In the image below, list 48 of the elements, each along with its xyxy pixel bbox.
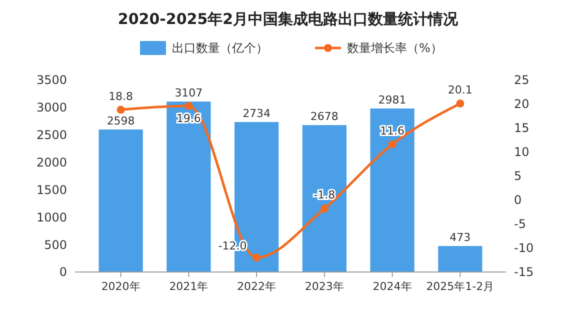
- chart-title: 2020-2025年2月中国集成电路出口数量统计情况: [118, 10, 460, 28]
- point: [184, 102, 193, 110]
- bar: [438, 246, 482, 272]
- x-tick-label: 2020年: [101, 280, 140, 293]
- y-tick-label: 1000: [36, 210, 67, 224]
- bar: [98, 129, 143, 272]
- legend-label: 出口数量（亿个）: [172, 41, 268, 56]
- y-tick-label: 3000: [36, 100, 67, 115]
- data-label: 2598: [106, 114, 135, 128]
- x-tick-label: 2023年: [304, 280, 344, 293]
- data-label: 20.1: [448, 84, 472, 97]
- y2-tick-label: 10: [514, 145, 530, 160]
- x-tick-label: 2024年: [372, 280, 412, 293]
- point: [320, 204, 328, 213]
- x-tick-label: 2021年: [169, 280, 208, 293]
- y2-tick-label: 25: [514, 73, 530, 88]
- y2-tick-label: 20: [514, 97, 530, 112]
- data-label: 18.8: [108, 90, 134, 103]
- legend-label: 数量增长率（%）: [347, 41, 442, 56]
- y2-tick-label: 5: [514, 169, 522, 184]
- x-tick-label: 2025年1-2月: [426, 280, 494, 293]
- y2-tick-label: -10: [514, 241, 534, 256]
- y-tick-label: 3500: [36, 73, 67, 88]
- y-tick-label: 2500: [36, 128, 67, 142]
- y-tick-label: 2000: [36, 155, 67, 170]
- y-tick-label: 500: [44, 238, 67, 252]
- bar: [370, 108, 414, 272]
- data-label: 2981: [378, 93, 406, 106]
- bar: [302, 125, 346, 272]
- point: [252, 254, 261, 262]
- data-label: 2734: [242, 107, 271, 120]
- data-label: -1.8: [314, 188, 336, 202]
- y2-tick-label: -15: [514, 265, 534, 280]
- y2-tick-label: -5: [514, 217, 526, 232]
- y-tick-label: 0: [59, 265, 67, 280]
- y2-tick-label: 0: [514, 193, 522, 208]
- point: [388, 140, 396, 148]
- data-label: 19.6: [176, 112, 201, 125]
- y2-tick-label: 15: [514, 121, 530, 136]
- data-label: 473: [450, 231, 471, 244]
- data-label: 11.6: [380, 124, 405, 138]
- data-label: 3107: [174, 86, 203, 100]
- x-tick-label: 2022年: [237, 280, 276, 293]
- point: [116, 106, 125, 114]
- point: [456, 100, 464, 108]
- y-tick-label: 1500: [36, 182, 67, 197]
- bar: [166, 102, 211, 272]
- data-label: 2678: [310, 110, 338, 124]
